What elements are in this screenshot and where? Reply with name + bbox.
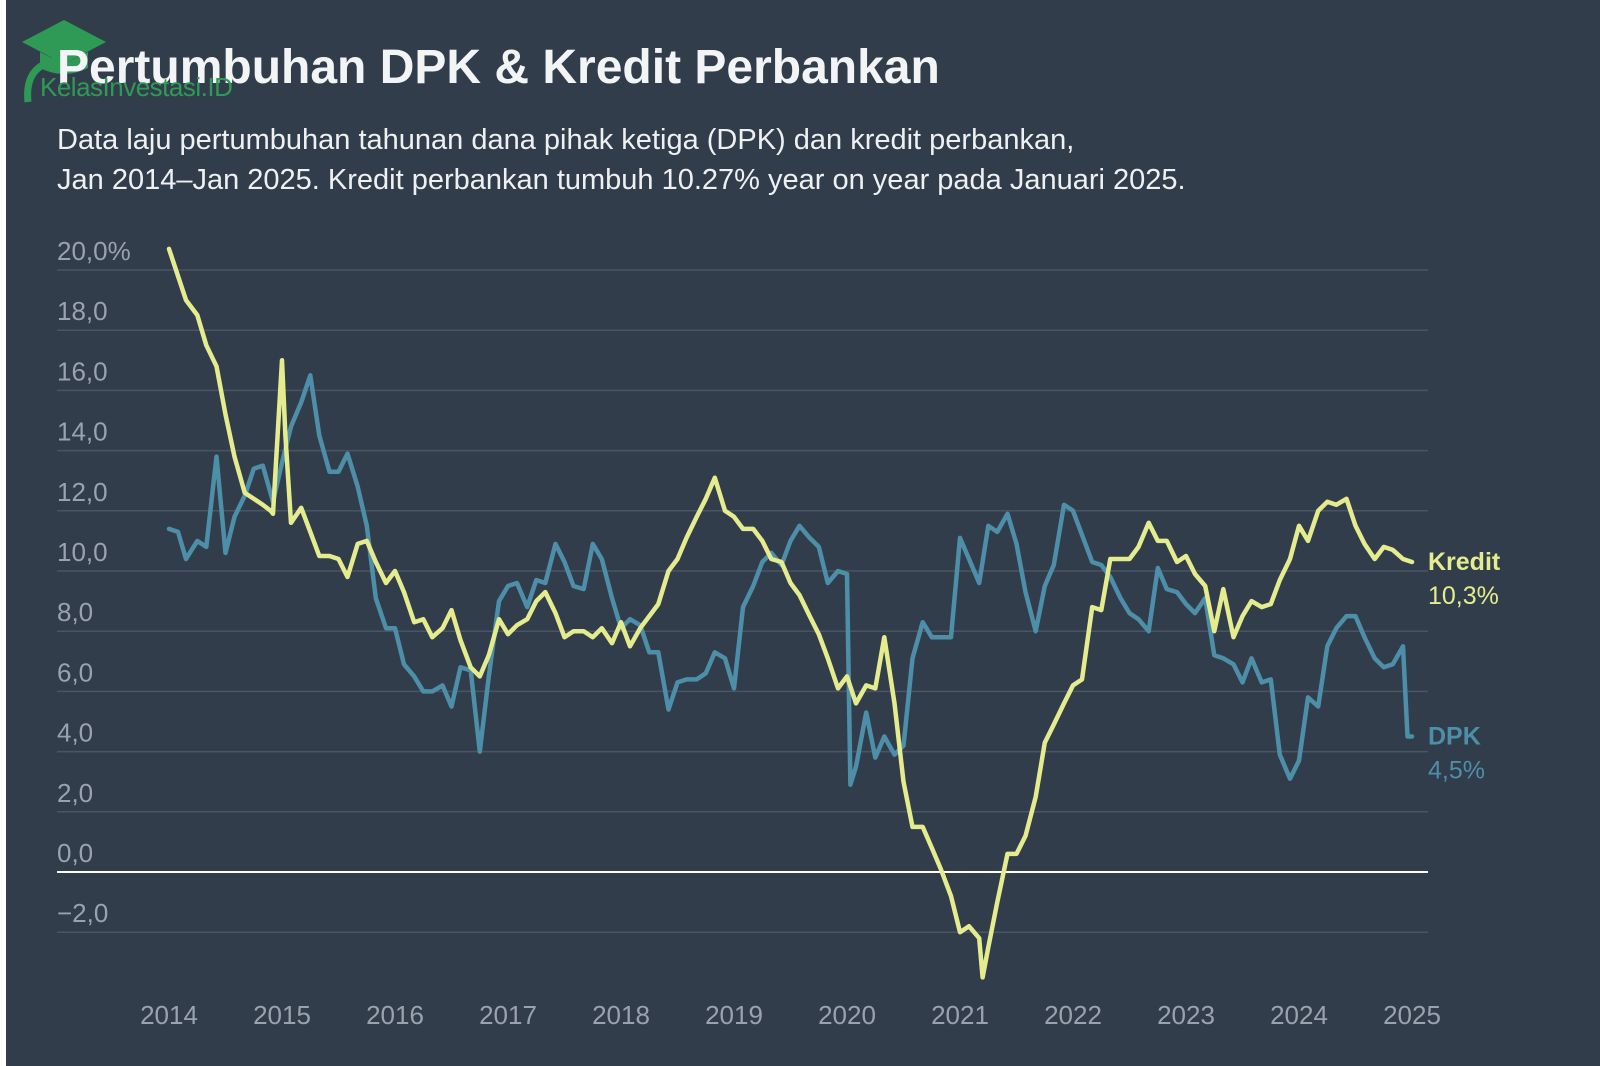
x-tick-label: 2019 <box>705 1000 763 1030</box>
x-tick-label: 2016 <box>366 1000 424 1030</box>
y-tick-label: 4,0 <box>57 718 93 748</box>
y-tick-label: 16,0 <box>57 356 108 386</box>
series-name-label-dpk: DPK <box>1428 723 1481 751</box>
x-tick-label: 2021 <box>931 1000 989 1030</box>
y-tick-label: 12,0 <box>57 477 108 507</box>
series-line-dpk <box>166 373 1415 787</box>
x-tick-label: 2024 <box>1270 1000 1328 1030</box>
y-axis-ticks: 20,0% 18,0 16,0 14,0 12,0 10,0 8,0 6,0 4,0 2,0 0,0… <box>57 236 131 928</box>
graduation-cap-logo-icon <box>22 20 106 103</box>
series-value-label-kredit: 10,3% <box>1428 582 1499 610</box>
y-tick-label: −2,0 <box>57 898 108 928</box>
x-axis-ticks: 2014 2015 2016 2017 2018 2019 2020 2021 2022 2023… <box>140 1000 1441 1030</box>
chart-title: Pertumbuhan DPK & Kredit Perbankan <box>57 41 940 94</box>
y-tick-label: 10,0 <box>57 537 108 567</box>
x-tick-label: 2023 <box>1157 1000 1215 1030</box>
y-tick-label: 14,0 <box>57 417 108 447</box>
chart-subtitle-line-1: Data laju pertumbuhan tahunan dana pihak… <box>57 124 1075 156</box>
x-tick-label: 2017 <box>479 1000 537 1030</box>
x-tick-label: 2015 <box>253 1000 311 1030</box>
y-tick-label: 0,0 <box>57 838 93 868</box>
x-tick-label: 2020 <box>818 1000 876 1030</box>
logo-text: KelasInvestasi.ID <box>40 72 233 102</box>
y-tick-label: 20,0% <box>57 236 131 266</box>
series-end-labels: Kredit 10,3% DPK 4,5% <box>1428 548 1501 785</box>
x-tick-label: 2018 <box>592 1000 650 1030</box>
y-tick-label: 6,0 <box>57 657 93 687</box>
series-value-label-dpk: 4,5% <box>1428 757 1485 785</box>
series-line-kredit <box>166 246 1415 980</box>
y-tick-label: 2,0 <box>57 778 93 808</box>
x-tick-label: 2014 <box>140 1000 198 1030</box>
x-tick-label: 2022 <box>1044 1000 1102 1030</box>
y-tick-label: 8,0 <box>57 597 93 627</box>
series-lines <box>166 246 1415 980</box>
series-name-label-kredit: Kredit <box>1428 548 1501 576</box>
y-tick-label: 18,0 <box>57 296 108 326</box>
x-tick-label: 2025 <box>1383 1000 1441 1030</box>
chart-subtitle-line-2: Jan 2014–Jan 2025. Kredit perbankan tumb… <box>57 164 1186 196</box>
